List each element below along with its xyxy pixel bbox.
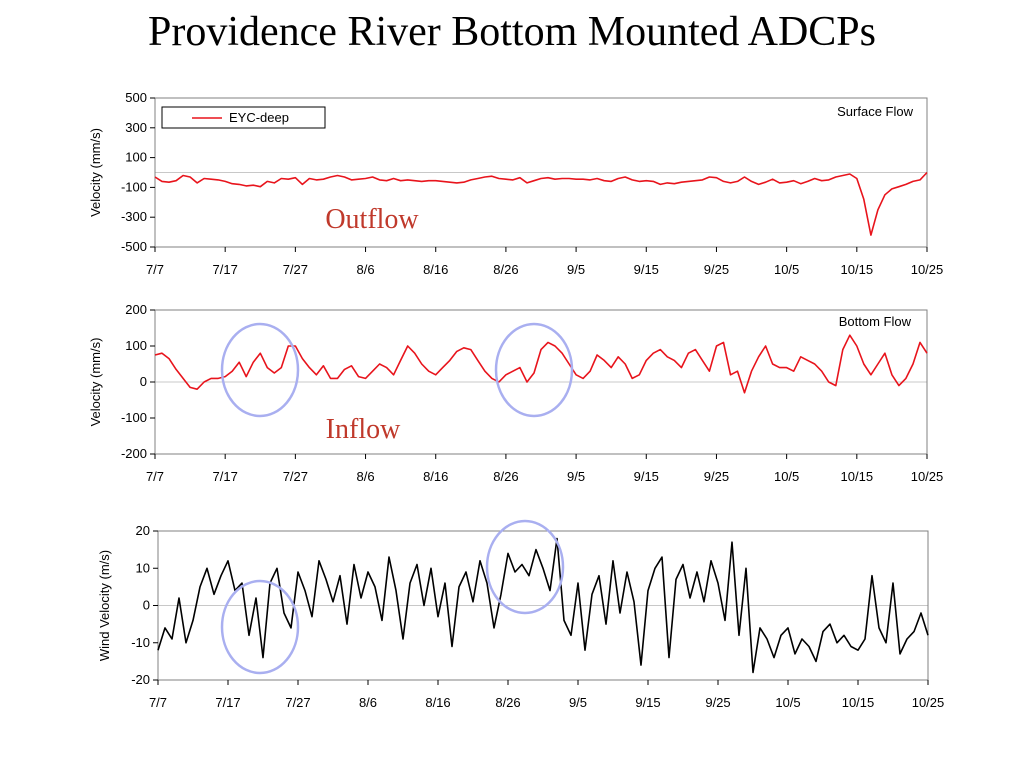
chart-panel-wind: 20 10 0 -10 -20 7/7 7/17 7/27 8/6 8/16 8/26 9/5 9/15… (97, 523, 944, 710)
chart-panel-bottom: 200 100 0 -100 -200 7/7 7/17 7/27 8/6 8/16 8/26 9/5… (88, 302, 943, 484)
legend-entry: EYC-deep (229, 110, 289, 125)
x-tick-label: 9/15 (634, 469, 659, 484)
y-tick-label: -200 (121, 446, 147, 461)
x-tick-label: 10/15 (842, 695, 875, 710)
highlight-circle-bottom-2 (494, 322, 574, 418)
x-tick-label: 7/7 (146, 469, 164, 484)
highlight-circle-wind-1 (220, 579, 300, 675)
y-tick-label: 300 (125, 120, 147, 135)
x-tick-label: 10/25 (911, 469, 944, 484)
legend-box (161, 106, 326, 129)
highlight-circle-bottom-1 (220, 322, 300, 418)
x-tick-label: 9/25 (704, 469, 729, 484)
y-tick-label: -100 (121, 179, 147, 194)
y-tick-label: -20 (131, 672, 150, 687)
x-tick-label: 10/5 (774, 262, 799, 277)
x-tick-label: 8/16 (425, 695, 450, 710)
x-tick-label: 8/6 (357, 469, 375, 484)
y-tick-label: -10 (131, 635, 150, 650)
highlight-circle-wind-2 (485, 519, 565, 615)
x-tick-label: 10/25 (911, 262, 944, 277)
x-tick-label: 10/15 (841, 469, 874, 484)
x-tick-label: 9/15 (634, 262, 659, 277)
y-tick-label: -100 (121, 410, 147, 425)
x-tick-label: 8/6 (359, 695, 377, 710)
x-tick-label: 7/7 (146, 262, 164, 277)
x-tick-label: 9/5 (569, 695, 587, 710)
x-tick-label: 8/26 (493, 262, 518, 277)
x-tick-label: 10/15 (841, 262, 874, 277)
x-tick-label: 8/6 (357, 262, 375, 277)
x-tick-label: 9/5 (567, 262, 585, 277)
x-tick-label: 7/27 (283, 469, 308, 484)
panel-note: Surface Flow (837, 104, 913, 119)
y-tick-label: 200 (125, 302, 147, 317)
y-tick-label: 100 (125, 338, 147, 353)
y-tick-label: -300 (121, 209, 147, 224)
x-tick-label: 9/15 (635, 695, 660, 710)
y-tick-label: 10 (136, 560, 150, 575)
chart-panel-surface: 500 300 100 -100 -300 -500 7/7 7/17 7/27 8/6 8/16 8… (88, 90, 943, 277)
x-tick-label: 7/17 (215, 695, 240, 710)
y-tick-label: 100 (125, 150, 147, 165)
y-tick-label: 0 (143, 598, 150, 613)
series-line-surface (154, 171, 928, 236)
y-axis-label: Velocity (mm/s) (88, 338, 103, 427)
x-tick-label: 8/26 (495, 695, 520, 710)
legend: EYC-deep (161, 106, 326, 129)
page-title: Providence River Bottom Mounted ADCPs (148, 9, 876, 55)
annotation-inflow: Inflow (326, 414, 401, 445)
series-line-bottom (154, 334, 928, 394)
y-tick-label: 0 (140, 374, 147, 389)
x-tick-label: 9/5 (567, 469, 585, 484)
annotation-outflow: Outflow (325, 204, 419, 235)
x-tick-label: 10/5 (774, 469, 799, 484)
y-axis-label: Velocity (mm/s) (88, 128, 103, 217)
x-tick-label: 9/25 (705, 695, 730, 710)
x-tick-label: 7/27 (283, 262, 308, 277)
y-tick-label: 20 (136, 523, 150, 538)
y-tick-label: -500 (121, 239, 147, 254)
y-axis-label: Wind Velocity (m/s) (97, 550, 112, 661)
x-tick-label: 8/16 (423, 469, 448, 484)
x-tick-label: 7/27 (285, 695, 310, 710)
series-line-wind (157, 537, 929, 674)
x-tick-label: 9/25 (704, 262, 729, 277)
x-tick-label: 8/26 (493, 469, 518, 484)
y-tick-label: 500 (125, 90, 147, 105)
x-tick-label: 7/7 (149, 695, 167, 710)
x-tick-label: 10/25 (912, 695, 945, 710)
x-tick-label: 8/16 (423, 262, 448, 277)
x-tick-label: 7/17 (213, 262, 238, 277)
x-tick-label: 10/5 (775, 695, 800, 710)
x-tick-label: 7/17 (213, 469, 238, 484)
panel-note: Bottom Flow (839, 314, 912, 329)
